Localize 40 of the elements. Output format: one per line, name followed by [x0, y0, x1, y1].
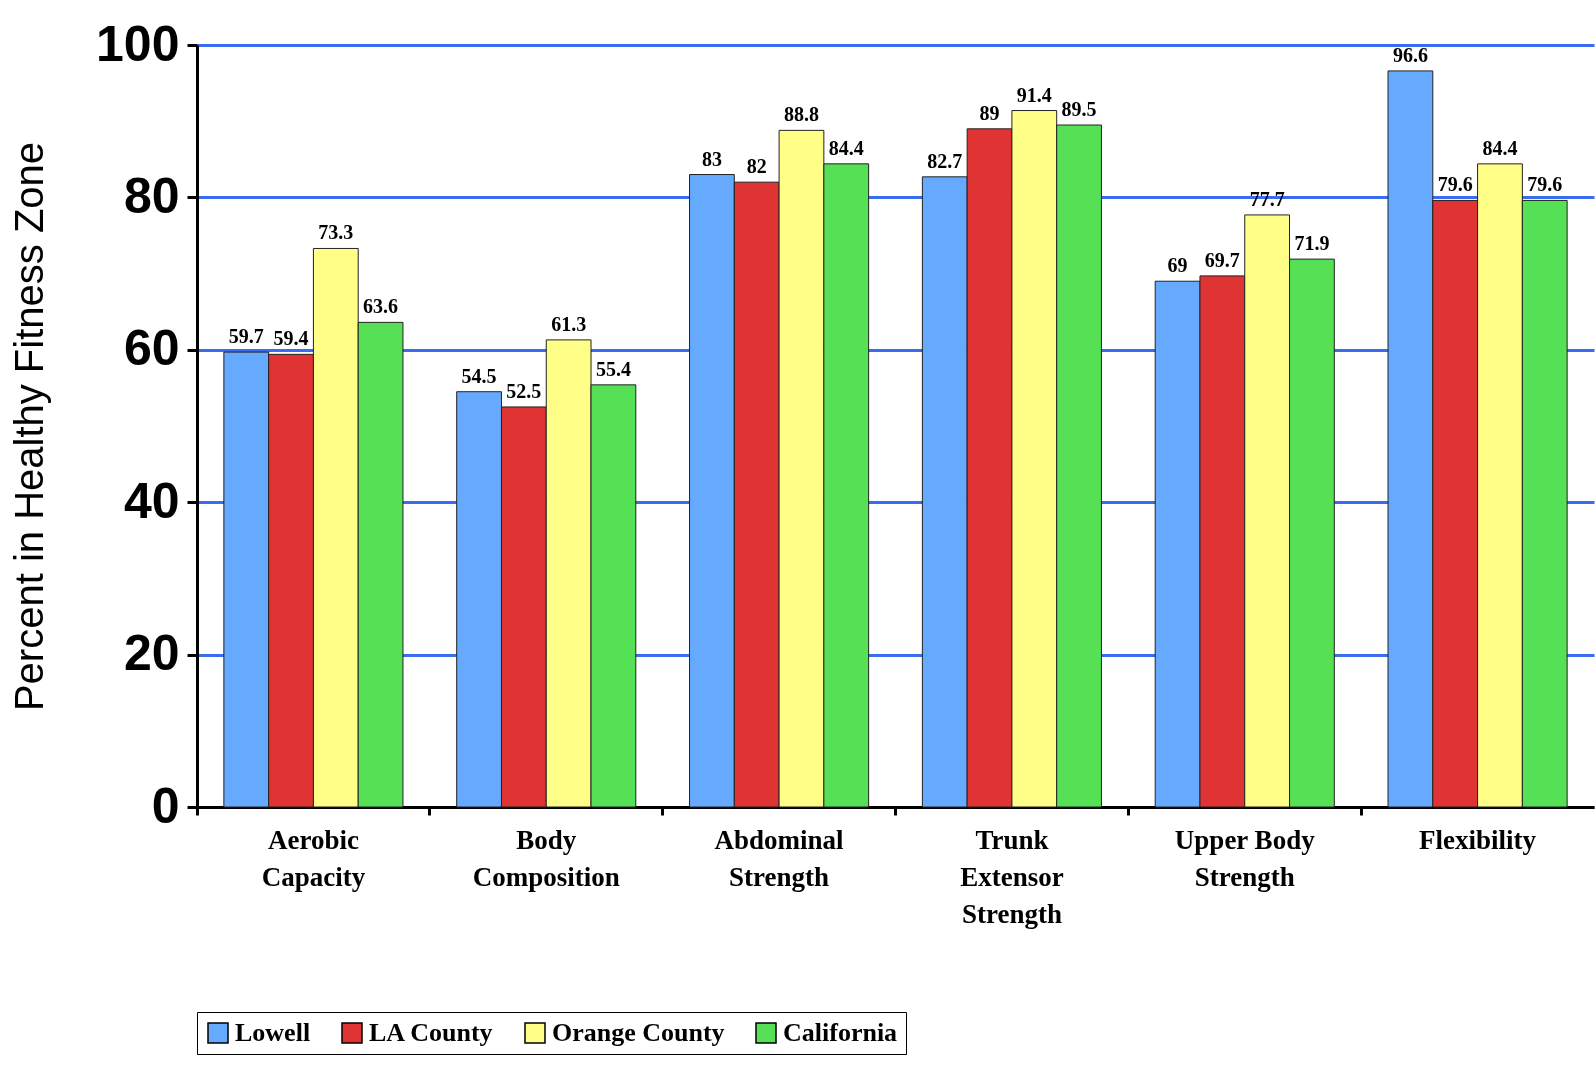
data-label: 73.3 — [318, 221, 354, 244]
data-label: 89 — [979, 101, 1000, 124]
y-tick-label: 100 — [96, 15, 180, 72]
legend-label: Lowell — [235, 1018, 311, 1047]
x-tick-label: Abdominal Strength — [714, 824, 845, 892]
x-tick-label: Flexibility — [1419, 824, 1537, 855]
x-tick-label: Aerobic Capacity — [261, 824, 366, 892]
data-label: 79.6 — [1437, 173, 1473, 196]
y-tick-label: 20 — [123, 625, 180, 682]
data-label: 84.4 — [1482, 136, 1518, 159]
y-tick-label: 40 — [123, 472, 180, 529]
data-label: 63.6 — [363, 295, 399, 318]
data-label: 96.6 — [1392, 43, 1428, 66]
data-label: 83 — [701, 147, 722, 170]
data-label: 71.9 — [1294, 232, 1330, 255]
legend-label: LA County — [369, 1018, 493, 1047]
data-label: 61.3 — [551, 312, 587, 335]
data-label: 69 — [1167, 254, 1188, 277]
legend-label: California — [783, 1018, 898, 1047]
data-label: 84.4 — [828, 136, 864, 159]
data-label: 69.7 — [1204, 248, 1240, 271]
x-tick-label: Trunk Extensor Strength — [960, 824, 1064, 929]
data-label: 82 — [746, 155, 767, 178]
data-label: 89.5 — [1061, 98, 1097, 121]
data-label: 54.5 — [461, 364, 497, 387]
data-label: 59.4 — [273, 327, 309, 350]
x-tick-label: Upper Body Strength — [1174, 824, 1316, 892]
data-label: 55.4 — [595, 357, 631, 380]
legend-label: Orange County — [552, 1018, 725, 1047]
y-tick-label: 60 — [123, 320, 180, 377]
y-tick-label: 0 — [151, 777, 180, 834]
y-axis-title: Percent in Healthy Fitness Zone — [7, 141, 52, 712]
data-label: 88.8 — [783, 103, 819, 126]
data-label: 59.7 — [228, 325, 264, 348]
x-tick-label: Body Composition — [472, 824, 620, 892]
data-label: 52.5 — [506, 379, 542, 402]
data-label: 91.4 — [1016, 83, 1052, 106]
data-label: 79.6 — [1527, 173, 1563, 196]
y-tick-label: 80 — [123, 167, 180, 224]
data-label: 82.7 — [927, 149, 963, 172]
